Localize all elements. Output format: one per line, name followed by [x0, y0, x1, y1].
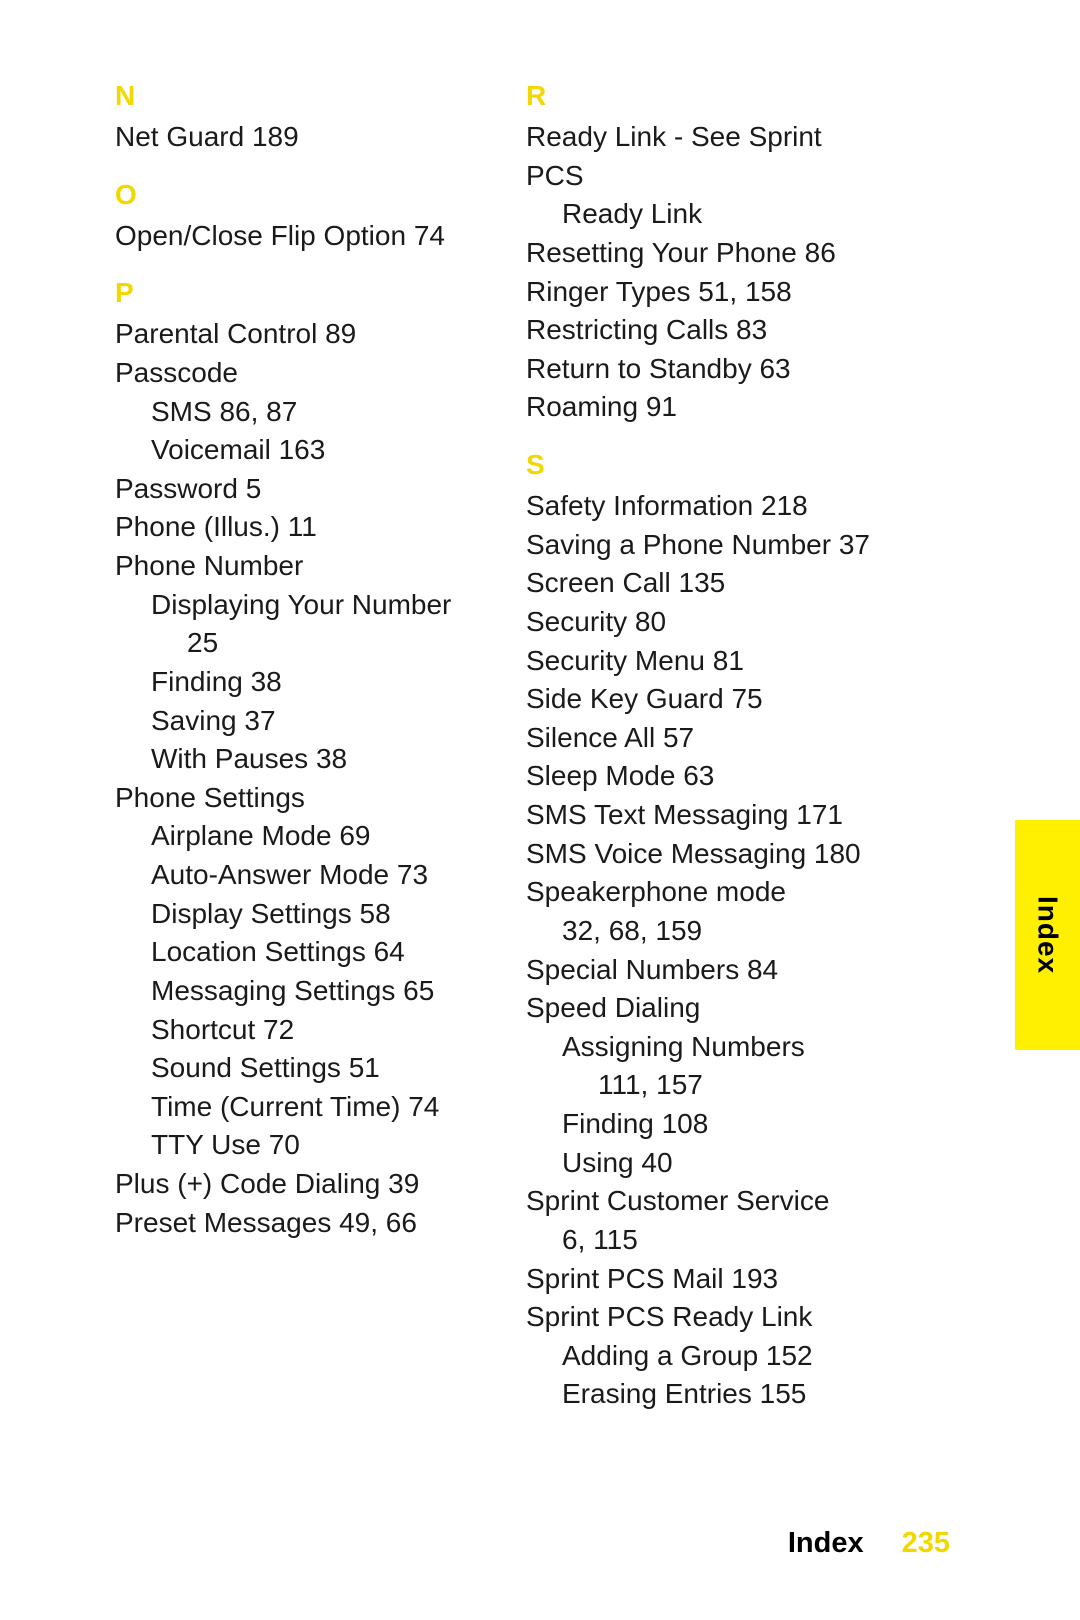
- index-entry: Sprint Customer Service: [526, 1182, 885, 1221]
- index-entry: Phone Settings: [115, 779, 474, 818]
- index-entry: Speed Dialing: [526, 989, 885, 1028]
- index-subentry: Messaging Settings 65: [115, 972, 474, 1011]
- index-subentry: Location Settings 64: [115, 933, 474, 972]
- index-subentry: 25: [115, 624, 474, 663]
- index-subentry: Display Settings 58: [115, 895, 474, 934]
- index-entry: Restricting Calls 83: [526, 311, 885, 350]
- index-entry: Sprint PCS Mail 193: [526, 1260, 885, 1299]
- footer-label: Index: [788, 1527, 864, 1560]
- index-entry: Saving a Phone Number 37: [526, 526, 885, 565]
- index-subentry: Using 40: [526, 1144, 885, 1183]
- index-subentry: 6, 115: [526, 1221, 885, 1260]
- index-entry: Speakerphone mode: [526, 873, 885, 912]
- index-subentry: Airplane Mode 69: [115, 817, 474, 856]
- index-subentry: Shortcut 72: [115, 1011, 474, 1050]
- index-entry: Passcode: [115, 354, 474, 393]
- index-entry: Return to Standby 63: [526, 350, 885, 389]
- index-subentry: Adding a Group 152: [526, 1337, 885, 1376]
- section-letter: S: [526, 449, 885, 481]
- index-entry: Parental Control 89: [115, 315, 474, 354]
- index-subentry: 111, 157: [526, 1066, 885, 1105]
- index-content: N Net Guard 189 O Open/Close Flip Option 74…: [115, 80, 885, 1414]
- index-entry: Side Key Guard 75: [526, 680, 885, 719]
- index-entry: Ringer Types 51, 158: [526, 273, 885, 312]
- index-entry: Open/Close Flip Option 74: [115, 217, 474, 256]
- index-entry: SMS Text Messaging 171: [526, 796, 885, 835]
- index-entry: Phone (Illus.) 11: [115, 508, 474, 547]
- index-entry: Sprint PCS Ready Link: [526, 1298, 885, 1337]
- index-entry: Resetting Your Phone 86: [526, 234, 885, 273]
- index-entry: Password 5: [115, 470, 474, 509]
- index-subentry: Sound Settings 51: [115, 1049, 474, 1088]
- footer-page-number: 235: [902, 1527, 950, 1560]
- index-subentry: Saving 37: [115, 702, 474, 741]
- page-footer: Index 235: [788, 1527, 950, 1560]
- index-page: N Net Guard 189 O Open/Close Flip Option 74…: [0, 0, 1080, 1620]
- index-entry: Security 80: [526, 603, 885, 642]
- index-subentry: Ready Link: [526, 195, 885, 234]
- section-letter: P: [115, 277, 474, 309]
- index-subentry: Voicemail 163: [115, 431, 474, 470]
- index-entry: Roaming 91: [526, 388, 885, 427]
- index-entry: Sleep Mode 63: [526, 757, 885, 796]
- index-entry: Security Menu 81: [526, 642, 885, 681]
- section-letter: O: [115, 179, 474, 211]
- section-letter: R: [526, 80, 885, 112]
- index-subentry: With Pauses 38: [115, 740, 474, 779]
- index-subentry: 32, 68, 159: [526, 912, 885, 951]
- index-subentry: SMS 86, 87: [115, 393, 474, 432]
- index-entry: SMS Voice Messaging 180: [526, 835, 885, 874]
- index-subentry: Erasing Entries 155: [526, 1375, 885, 1414]
- index-entry: Phone Number: [115, 547, 474, 586]
- index-subentry: TTY Use 70: [115, 1126, 474, 1165]
- index-entry: Preset Messages 49, 66: [115, 1204, 474, 1243]
- index-subentry: Auto-Answer Mode 73: [115, 856, 474, 895]
- index-entry: Special Numbers 84: [526, 951, 885, 990]
- index-entry: Screen Call 135: [526, 564, 885, 603]
- side-tab-label: Index: [1032, 896, 1064, 974]
- side-tab: Index: [1015, 820, 1080, 1050]
- section-letter: N: [115, 80, 474, 112]
- index-subentry: Finding 38: [115, 663, 474, 702]
- index-entry: Safety Information 218: [526, 487, 885, 526]
- index-entry: Silence All 57: [526, 719, 885, 758]
- index-entry: Plus (+) Code Dialing 39: [115, 1165, 474, 1204]
- index-column-right: RReady Link - See Sprint PCSReady LinkRe…: [526, 80, 885, 1414]
- index-subentry: Time (Current Time) 74: [115, 1088, 474, 1127]
- index-subentry: Finding 108: [526, 1105, 885, 1144]
- index-entry: Net Guard 189: [115, 118, 474, 157]
- index-subentry: Assigning Numbers: [526, 1028, 885, 1067]
- index-column-left: N Net Guard 189 O Open/Close Flip Option 74…: [115, 80, 474, 1414]
- index-entry: Ready Link - See Sprint PCS: [526, 118, 885, 195]
- index-subentry: Displaying Your Number: [115, 586, 474, 625]
